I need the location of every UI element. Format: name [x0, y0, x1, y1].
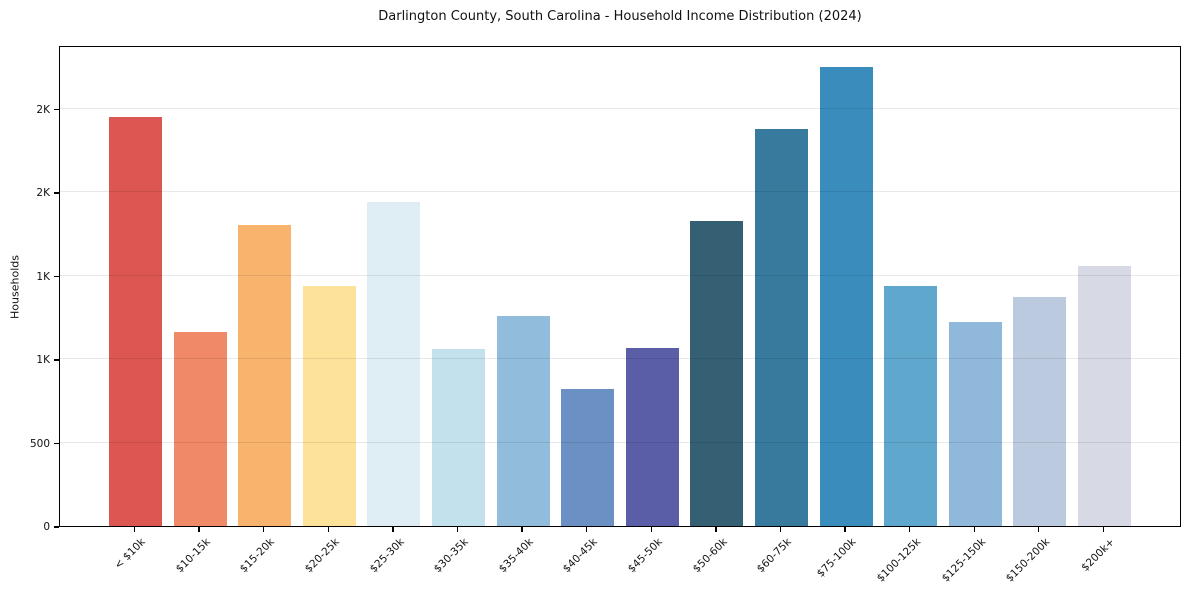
gridline: [60, 107, 1180, 109]
x-tick-mark: [844, 527, 846, 532]
bar: [238, 224, 292, 526]
bar: [625, 348, 679, 526]
y-tick-mark: [53, 359, 59, 361]
bar: [690, 221, 744, 526]
x-tick-mark: [1038, 527, 1040, 532]
y-tick-mark: [53, 275, 59, 278]
x-tick-mark: [650, 527, 652, 532]
x-tick-label: $30-35k: [431, 536, 471, 576]
x-tick-label: < $10k: [112, 536, 148, 572]
x-tick-label: $15-20k: [238, 536, 278, 576]
y-tick-mark: [53, 108, 59, 111]
gridline: [60, 191, 1180, 192]
y-tick-mark: [53, 192, 59, 194]
x-tick-mark: [392, 527, 394, 532]
bar: [755, 128, 808, 526]
x-tick-label: $50-60k: [690, 536, 730, 576]
x-tick-mark: [263, 527, 265, 532]
x-tick-label: $25-30k: [367, 536, 407, 576]
x-tick-mark: [973, 527, 975, 532]
x-tick-mark: [1102, 527, 1105, 532]
x-tick-mark: [715, 527, 717, 532]
bar: [496, 316, 550, 526]
bar: [1078, 266, 1131, 526]
x-tick-label: $60-75k: [754, 536, 794, 576]
x-tick-label: $40-45k: [561, 536, 601, 576]
bar: [367, 202, 421, 526]
x-tick-mark: [586, 527, 588, 532]
x-tick-label: $100-125k: [874, 536, 924, 585]
x-tick-mark: [327, 527, 329, 532]
x-tick-label: $150-200k: [1003, 536, 1053, 585]
x-tick-label: $35-40k: [496, 536, 536, 576]
chart-title: Darlington County, South Carolina - Hous…: [378, 9, 862, 24]
bar: [1013, 297, 1067, 526]
gridline: [60, 358, 1180, 359]
y-tick-label: 2K: [36, 187, 50, 199]
bar: [884, 286, 938, 526]
gridline: [60, 274, 1180, 276]
y-tick-label: 500: [29, 437, 50, 450]
x-tick-label: $75-100k: [814, 536, 859, 580]
bar: [109, 116, 162, 526]
y-tick-mark: [53, 526, 59, 528]
x-tick-mark: [456, 527, 459, 532]
bar: [948, 322, 1002, 526]
x-tick-label: $200k+: [1079, 536, 1117, 574]
bar: [819, 66, 873, 526]
bar: [302, 286, 356, 526]
x-tick-mark: [198, 527, 200, 532]
x-tick-label: $10-15k: [173, 536, 213, 576]
y-tick-label: 1K: [36, 270, 50, 283]
x-tick-mark: [521, 527, 523, 532]
gridline: [60, 441, 1180, 443]
y-tick-mark: [53, 442, 59, 445]
bar: [432, 349, 485, 526]
x-tick-mark: [133, 527, 136, 532]
y-tick-label: 2K: [36, 103, 50, 116]
y-tick-label: 0: [43, 521, 50, 533]
plot-area: [59, 46, 1181, 527]
x-tick-label: $20-25k: [302, 536, 342, 576]
y-tick-label: 1K: [36, 354, 50, 366]
x-tick-mark: [779, 527, 782, 532]
x-tick-label: $45-50k: [625, 536, 665, 576]
y-axis-label: Households: [8, 255, 22, 319]
bar: [173, 332, 227, 526]
x-tick-label: $125-150k: [939, 536, 988, 585]
x-tick-mark: [909, 527, 911, 532]
bar: [561, 389, 615, 526]
